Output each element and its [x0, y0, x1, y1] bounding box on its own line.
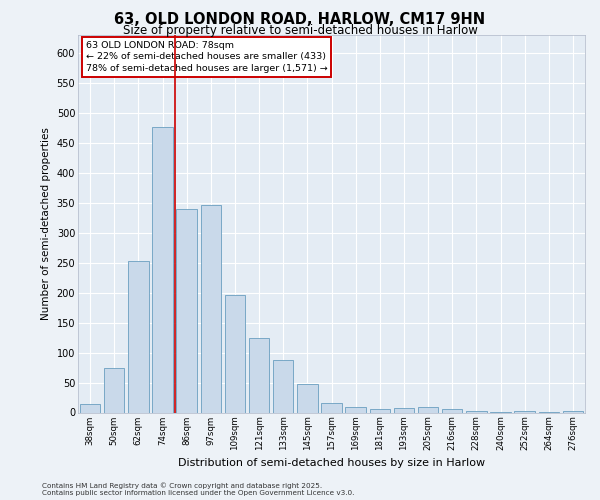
Bar — [297, 384, 317, 412]
Bar — [249, 338, 269, 412]
Text: 63 OLD LONDON ROAD: 78sqm
← 22% of semi-detached houses are smaller (433)
78% of: 63 OLD LONDON ROAD: 78sqm ← 22% of semi-… — [86, 40, 328, 74]
Text: 63, OLD LONDON ROAD, HARLOW, CM17 9HN: 63, OLD LONDON ROAD, HARLOW, CM17 9HN — [115, 12, 485, 26]
Bar — [370, 409, 390, 412]
Bar — [128, 261, 149, 412]
Bar — [418, 407, 439, 412]
Bar — [176, 209, 197, 412]
X-axis label: Distribution of semi-detached houses by size in Harlow: Distribution of semi-detached houses by … — [178, 458, 485, 468]
Text: Contains HM Land Registry data © Crown copyright and database right 2025.: Contains HM Land Registry data © Crown c… — [42, 482, 322, 489]
Bar — [394, 408, 414, 412]
Bar — [200, 204, 221, 412]
Bar — [273, 360, 293, 412]
Bar — [442, 409, 463, 412]
Bar — [514, 410, 535, 412]
Bar — [224, 295, 245, 412]
Bar — [152, 128, 173, 412]
Bar — [321, 403, 342, 412]
Bar — [104, 368, 124, 412]
Y-axis label: Number of semi-detached properties: Number of semi-detached properties — [41, 128, 51, 320]
Bar — [346, 407, 366, 412]
Bar — [563, 410, 583, 412]
Text: Contains public sector information licensed under the Open Government Licence v3: Contains public sector information licen… — [42, 490, 355, 496]
Text: Size of property relative to semi-detached houses in Harlow: Size of property relative to semi-detach… — [122, 24, 478, 37]
Bar — [466, 410, 487, 412]
Bar — [80, 404, 100, 412]
